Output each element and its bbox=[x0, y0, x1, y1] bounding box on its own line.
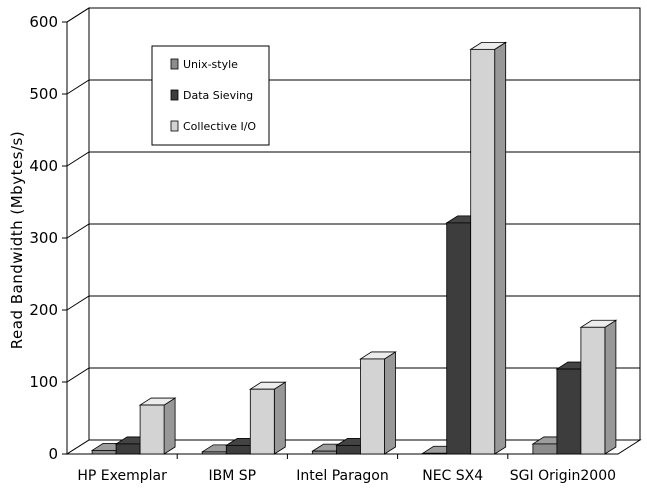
y-tick-label: 300 bbox=[29, 229, 58, 247]
bar-front bbox=[201, 451, 227, 455]
legend-swatch bbox=[170, 89, 179, 101]
bar-front bbox=[249, 388, 275, 455]
x-category-label: NEC SX4 bbox=[422, 468, 483, 484]
legend-label: Data Sieving bbox=[183, 89, 253, 102]
bar-front bbox=[422, 452, 448, 455]
bar-front bbox=[336, 444, 361, 455]
bar bbox=[469, 41, 508, 455]
legend-label: Collective I/O bbox=[183, 120, 256, 133]
bar-front bbox=[312, 450, 337, 455]
bar-front bbox=[470, 48, 496, 455]
legend-swatch bbox=[170, 120, 179, 132]
axes-layer bbox=[62, 21, 509, 459]
bar bbox=[138, 397, 177, 455]
bar-front bbox=[91, 449, 117, 455]
bar-front bbox=[446, 222, 472, 455]
bar bbox=[248, 381, 287, 455]
bar-front bbox=[225, 444, 251, 455]
bar-front bbox=[360, 358, 385, 455]
legend-label: Unix-style bbox=[183, 58, 238, 71]
gridline bbox=[66, 7, 640, 23]
bar-front bbox=[580, 326, 606, 455]
bars-layer bbox=[90, 41, 618, 455]
bar-front bbox=[556, 368, 582, 455]
y-tick-label: 400 bbox=[29, 157, 58, 175]
y-tick-label: 0 bbox=[48, 445, 58, 463]
bar-side bbox=[163, 397, 176, 455]
bar-side bbox=[273, 381, 286, 455]
bar-front bbox=[115, 443, 141, 455]
bar-front bbox=[532, 443, 558, 455]
bar-side bbox=[384, 351, 396, 455]
legend: Unix-style Data Sieving Collective I/O bbox=[151, 45, 270, 146]
gridline bbox=[66, 79, 640, 95]
bar-side bbox=[604, 319, 617, 455]
gridline bbox=[66, 151, 640, 167]
bar-side bbox=[494, 41, 507, 455]
y-tick-label: 500 bbox=[29, 85, 58, 103]
y-tick-label: 600 bbox=[29, 13, 58, 31]
x-category-label: SGI Origin2000 bbox=[510, 468, 616, 484]
labels-layer: 0 100 200 300 400 500 600 HP Exemplar IBM SP Inte… bbox=[29, 13, 616, 484]
y-axis-title: Read Bandwidth (Mbytes/s) bbox=[8, 131, 26, 349]
y-tick-label: 100 bbox=[29, 373, 58, 391]
legend-swatch bbox=[170, 58, 179, 70]
bar-front bbox=[139, 404, 165, 455]
x-category-label: HP Exemplar bbox=[77, 468, 167, 484]
y-tick-label: 200 bbox=[29, 301, 58, 319]
x-category-label: IBM SP bbox=[209, 468, 257, 484]
bar bbox=[579, 319, 618, 455]
x-category-label: Intel Paragon bbox=[296, 468, 389, 484]
bar bbox=[359, 351, 397, 455]
